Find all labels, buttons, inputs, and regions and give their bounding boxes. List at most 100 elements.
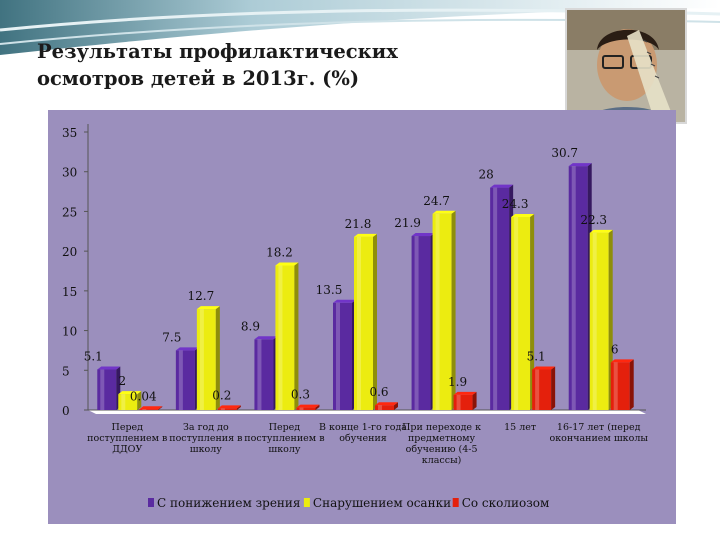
bar-highlight [571,166,576,410]
bar-2-2 [196,306,220,410]
bar-top [175,347,199,351]
bar-top [254,336,278,340]
category-label: За год до поступления в школу [169,422,242,455]
bar-top [296,404,320,408]
bar-side [158,406,163,410]
bar-highlight [514,216,519,410]
bar-highlight [456,394,461,410]
chart-floor [88,410,646,414]
bar-side [394,402,398,410]
bar-front [118,394,138,410]
bar-top [354,233,377,237]
data-label: 5.1 [84,349,103,363]
bar-highlight [299,407,304,410]
bar-side [373,233,377,410]
legend-swatch [148,498,154,507]
data-label: 6 [611,342,619,356]
bar-top [610,359,634,363]
bar-top [432,210,456,214]
bar-2-7 [589,229,613,410]
bar-front [411,236,431,410]
bar-side [315,404,320,410]
data-label: 5.1 [527,349,546,363]
bar-side [451,210,456,410]
y-tick-label: 30 [62,166,77,180]
category-label: 15 лет [504,422,536,433]
bar-front [254,339,274,410]
bar-top [375,402,398,406]
bar-highlight [278,265,283,410]
photo-boy-with-protractor [565,8,687,124]
bar-top [511,213,535,217]
y-tick-label: 5 [62,364,70,378]
bar-front [490,187,510,410]
data-label: 13.5 [316,283,343,297]
bar-top [97,366,121,370]
bar-top [275,262,299,266]
bar-highlight [435,213,440,410]
y-tick-label: 10 [62,325,77,339]
bar-front [432,213,452,410]
data-label: 8.9 [241,319,260,333]
bar-top [453,391,477,395]
bar-highlight [199,309,204,410]
data-label: 0.6 [369,385,388,399]
bar-highlight [121,394,126,410]
bar-front [568,166,588,410]
bar-top [411,233,435,237]
bar-1-1 [97,366,121,410]
data-label: 7.5 [162,330,181,344]
bar-highlight [220,408,225,410]
bar-highlight [592,232,597,410]
bar-highlight [414,236,419,410]
bar-highlight [613,362,618,410]
bar-2-5 [432,210,456,410]
bar-front [97,369,117,410]
bar-top [196,306,220,310]
bar-3-1 [139,406,163,410]
bar-2-1 [118,391,142,410]
legend-item-3: Со сколиозом [452,496,549,510]
bar-front [217,408,237,410]
bar-highlight [178,350,183,410]
bar-front [610,362,630,410]
page-title: Результаты профилактических осмотров дет… [37,40,398,90]
category-label: При переходе к предметному обучению (4-5 кл… [402,422,481,466]
bar-3-5 [453,391,477,410]
bar-front [275,265,295,410]
bar-front [354,236,373,410]
category-label: В конце 1-го года обучения [319,422,407,444]
bar-top [532,366,556,370]
bar-front [139,409,159,410]
data-label: 2 [118,374,126,388]
y-tick-label: 35 [62,126,77,140]
bar-top [139,406,163,410]
bar-highlight [378,405,382,410]
data-label: 21.8 [345,217,372,231]
bar-1-4 [333,299,356,410]
bar-1-3 [254,336,278,410]
bar-highlight [493,187,498,410]
data-label: 22.3 [580,213,607,227]
data-label: 0.3 [291,388,310,402]
legend-item-1: С понижением зрения [148,496,301,510]
bar-top [118,391,142,395]
bar-front [375,405,394,410]
bar-highlight [336,302,340,410]
bar-side [137,391,142,410]
data-label: 12.7 [187,289,214,303]
data-label: 28 [479,168,494,182]
bar-3-2 [217,405,241,410]
boy-photo-icon [567,10,685,122]
bar-chart: 0 5 10 15 20 25 30 35 5.1 7.5 8.9 13.5 21.9 28 30.7 2 12… [62,124,648,510]
data-label: 0.04 [130,390,157,404]
legend-label: Снарушением осанки [313,496,451,510]
bar-side [472,391,477,410]
bar-side [629,359,634,410]
data-label: 30.7 [551,146,578,160]
bar-highlight [100,369,105,410]
bar-top [568,163,592,167]
bar-1-5 [411,233,435,410]
data-label: 21.9 [394,216,421,230]
chart-panel: 0 5 10 15 20 25 30 35 5.1 7.5 8.9 13.5 21.9 28 30.7 2 12… [48,110,676,524]
